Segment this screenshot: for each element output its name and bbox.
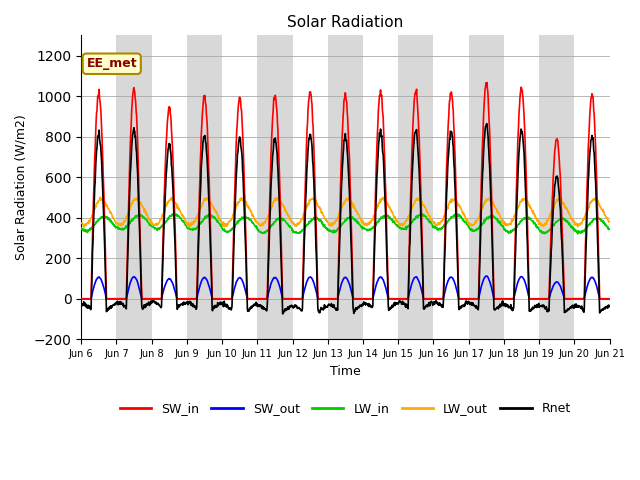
Bar (574, 36, 609, 339)
LW_in (574, 231, 582, 237)
Bar (257, 36, 292, 339)
Rnet (605, 303, 613, 309)
SW_out (77, 296, 85, 301)
Rnet (195, 241, 202, 247)
LW_in (254, 227, 262, 233)
Bar (398, 36, 433, 339)
Bar (504, 36, 539, 339)
SW_in (182, 296, 189, 301)
SW_out (254, 296, 262, 301)
LW_out (77, 220, 85, 226)
LW_in (195, 223, 202, 228)
Line: LW_in: LW_in (81, 214, 609, 234)
Bar (187, 36, 222, 339)
Line: SW_out: SW_out (81, 276, 609, 299)
SW_in (427, 296, 435, 301)
Line: Rnet: Rnet (81, 123, 609, 314)
SW_in (497, 296, 504, 301)
LW_out (497, 214, 504, 220)
SW_out (182, 296, 189, 301)
SW_out (427, 296, 435, 301)
Bar (328, 36, 363, 339)
SW_out (497, 296, 504, 301)
Bar (81, 36, 116, 339)
LW_in (182, 222, 189, 228)
SW_out (195, 288, 202, 294)
Rnet (254, 303, 262, 309)
Text: EE_met: EE_met (86, 57, 137, 70)
LW_in (497, 219, 504, 225)
SW_in (543, 296, 550, 301)
Title: Solar Radiation: Solar Radiation (287, 15, 403, 30)
Rnet (483, 120, 490, 126)
Bar (116, 36, 152, 339)
Bar (468, 36, 504, 339)
Bar (433, 36, 468, 339)
Line: LW_out: LW_out (81, 197, 609, 228)
SW_in (77, 296, 85, 301)
Bar (363, 36, 398, 339)
LW_in (605, 226, 613, 232)
Rnet (497, 304, 504, 310)
Bar (292, 36, 328, 339)
LW_out (255, 220, 262, 226)
Rnet (428, 299, 435, 304)
SW_in (605, 296, 613, 301)
X-axis label: Time: Time (330, 365, 361, 378)
LW_in (453, 211, 461, 217)
Legend: SW_in, SW_out, LW_in, LW_out, Rnet: SW_in, SW_out, LW_in, LW_out, Rnet (115, 397, 576, 420)
LW_out (605, 218, 613, 224)
Rnet (543, 307, 551, 312)
Bar (222, 36, 257, 339)
SW_out (605, 296, 613, 301)
Bar (152, 36, 187, 339)
Rnet (279, 311, 287, 317)
Line: SW_in: SW_in (81, 83, 609, 299)
Rnet (77, 300, 85, 306)
SW_in (195, 220, 202, 226)
Y-axis label: Solar Radiation (W/m2): Solar Radiation (W/m2) (15, 114, 28, 260)
LW_in (77, 225, 85, 231)
LW_out (97, 194, 104, 200)
Rnet (182, 300, 189, 306)
SW_out (543, 296, 550, 301)
SW_in (254, 296, 262, 301)
LW_out (182, 219, 190, 225)
LW_in (427, 219, 435, 225)
LW_in (543, 230, 550, 236)
LW_out (80, 225, 88, 230)
Bar (539, 36, 574, 339)
SW_out (483, 273, 491, 279)
SW_in (483, 80, 491, 85)
LW_out (543, 219, 551, 225)
LW_out (428, 217, 435, 223)
LW_out (195, 208, 203, 214)
